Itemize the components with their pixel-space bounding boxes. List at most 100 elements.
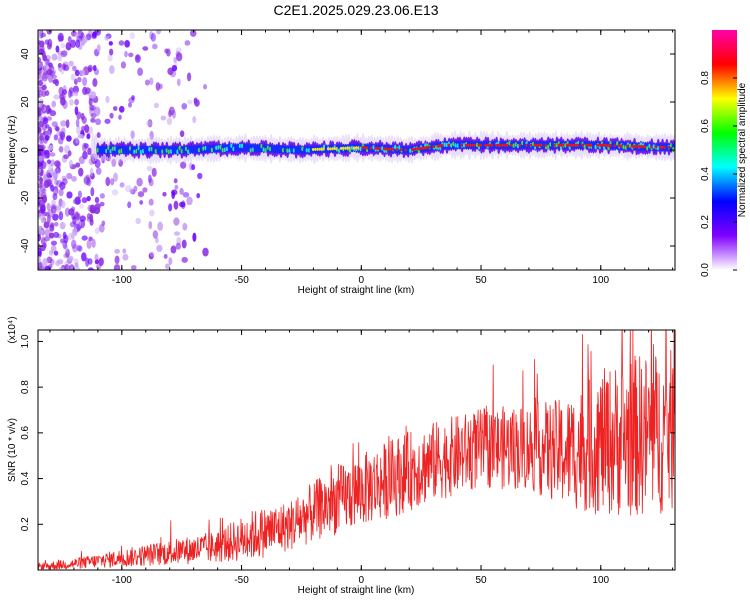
heatmap-cell bbox=[38, 196, 41, 206]
x-tick-label: -100 bbox=[112, 275, 132, 286]
heatmap-cell bbox=[40, 218, 45, 223]
heatmap-cell bbox=[65, 119, 70, 128]
heatmap-cell bbox=[49, 258, 55, 266]
heatmap-cell bbox=[108, 41, 113, 46]
heatmap-cell bbox=[122, 253, 129, 261]
heatmap-cell bbox=[66, 135, 72, 142]
heatmap-cell bbox=[63, 154, 69, 160]
heatmap-cell bbox=[49, 110, 57, 117]
heatmap-cell bbox=[594, 144, 598, 150]
heatmap-cell bbox=[154, 237, 159, 244]
heatmap-cell bbox=[60, 42, 66, 49]
heatmap-cell bbox=[68, 87, 74, 94]
heatmap-cell bbox=[124, 40, 131, 48]
y-tick-label: 40 bbox=[20, 48, 31, 60]
heatmap-cell bbox=[152, 230, 159, 239]
heatmap-cell bbox=[42, 174, 50, 182]
heatmap-cell bbox=[60, 131, 66, 141]
heatmap-cell bbox=[90, 187, 95, 197]
heatmap-cell bbox=[49, 250, 54, 257]
heatmap-cell bbox=[59, 181, 66, 190]
heatmap-cell bbox=[93, 207, 101, 215]
heatmap-y-axis-label: Frequency (Hz) bbox=[7, 116, 18, 185]
heatmap-cell bbox=[62, 63, 67, 71]
y-tick-label: -40 bbox=[20, 238, 31, 253]
heatmap-cell bbox=[149, 251, 155, 257]
heatmap-cell bbox=[56, 205, 62, 211]
heatmap-cell bbox=[168, 203, 173, 212]
heatmap-cell bbox=[70, 206, 76, 212]
heatmap-cell bbox=[78, 167, 84, 177]
heatmap-cell bbox=[135, 217, 141, 225]
heatmap-cell bbox=[51, 199, 56, 207]
heatmap-cell bbox=[43, 221, 50, 229]
snr-x-ticks: -100 -50 0 50 100 bbox=[49, 330, 674, 586]
heatmap-cell bbox=[88, 236, 93, 242]
heatmap-cell bbox=[178, 145, 182, 151]
heatmap-cell bbox=[144, 79, 150, 86]
heatmap-cell bbox=[96, 132, 101, 139]
x-tick-label: 50 bbox=[475, 575, 487, 586]
heatmap-cell bbox=[46, 202, 51, 211]
x-tick-label: 0 bbox=[359, 275, 365, 286]
heatmap-cell bbox=[109, 178, 115, 186]
heatmap-cell bbox=[38, 247, 42, 257]
heatmap-cell bbox=[136, 177, 143, 187]
heatmap-cell bbox=[104, 118, 111, 124]
heatmap-cell bbox=[89, 167, 94, 177]
colorbar-tick-label: 0.6 bbox=[700, 119, 711, 133]
heatmap-cell bbox=[58, 211, 64, 221]
heatmap-cell bbox=[93, 133, 98, 162]
heatmap-cell bbox=[72, 198, 79, 205]
heatmap-cell bbox=[88, 98, 93, 107]
heatmap-cell bbox=[49, 224, 55, 232]
heatmap-cell bbox=[672, 147, 675, 152]
heatmap-cell bbox=[192, 116, 197, 124]
heatmap-cell bbox=[173, 217, 180, 226]
heatmap-cell bbox=[64, 263, 70, 270]
heatmap-y-ticks: 40 20 0 -20 -40 bbox=[20, 48, 675, 253]
heatmap-cell bbox=[187, 99, 193, 105]
heatmap-cell bbox=[46, 256, 53, 264]
heatmap-cell bbox=[64, 264, 69, 270]
heatmap-cell bbox=[127, 102, 132, 108]
colorbar: 0.0 0.2 0.4 0.6 0.8 Normalized spectral ampl… bbox=[700, 30, 748, 277]
heatmap-cell bbox=[109, 48, 114, 56]
heatmap-cell bbox=[38, 128, 41, 136]
heatmap-cell bbox=[44, 235, 51, 242]
heatmap-cell bbox=[87, 64, 93, 72]
heatmap-cell bbox=[42, 130, 49, 136]
heatmap-cell bbox=[142, 187, 148, 193]
heatmap-cell bbox=[77, 134, 84, 139]
heatmap-cell bbox=[45, 124, 50, 129]
heatmap-cell bbox=[94, 106, 101, 117]
heatmap-cell bbox=[90, 113, 97, 119]
heatmap-cell bbox=[39, 141, 44, 149]
heatmap-cell bbox=[112, 106, 118, 111]
heatmap-cell bbox=[72, 216, 77, 225]
heatmap-cell bbox=[130, 130, 135, 139]
heatmap-cell bbox=[175, 47, 182, 54]
heatmap-cell bbox=[85, 174, 91, 180]
heatmap-cell bbox=[156, 244, 163, 252]
heatmap-cell bbox=[176, 149, 179, 154]
heatmap-cell bbox=[124, 50, 128, 58]
heatmap-cell bbox=[94, 158, 101, 169]
heatmap-cell bbox=[101, 220, 106, 227]
heatmap-cell bbox=[58, 188, 64, 197]
heatmap-cell bbox=[57, 259, 64, 265]
colorbar-ticks: 0.0 0.2 0.4 0.6 0.8 bbox=[700, 71, 737, 277]
heatmap-cell bbox=[87, 267, 94, 270]
heatmap-cell bbox=[88, 104, 95, 111]
y-tick-label: 20 bbox=[20, 96, 31, 108]
heatmap-cell bbox=[76, 244, 82, 252]
heatmap-cell bbox=[119, 182, 125, 188]
heatmap-cell bbox=[38, 71, 42, 79]
heatmap-cell bbox=[60, 68, 65, 75]
heatmap-cell bbox=[181, 102, 188, 110]
heatmap-cell bbox=[64, 64, 70, 71]
heatmap-cell bbox=[64, 207, 70, 217]
heatmap-cell bbox=[120, 61, 127, 69]
heatmap-cell bbox=[165, 263, 170, 270]
heatmap-cell bbox=[114, 255, 120, 265]
